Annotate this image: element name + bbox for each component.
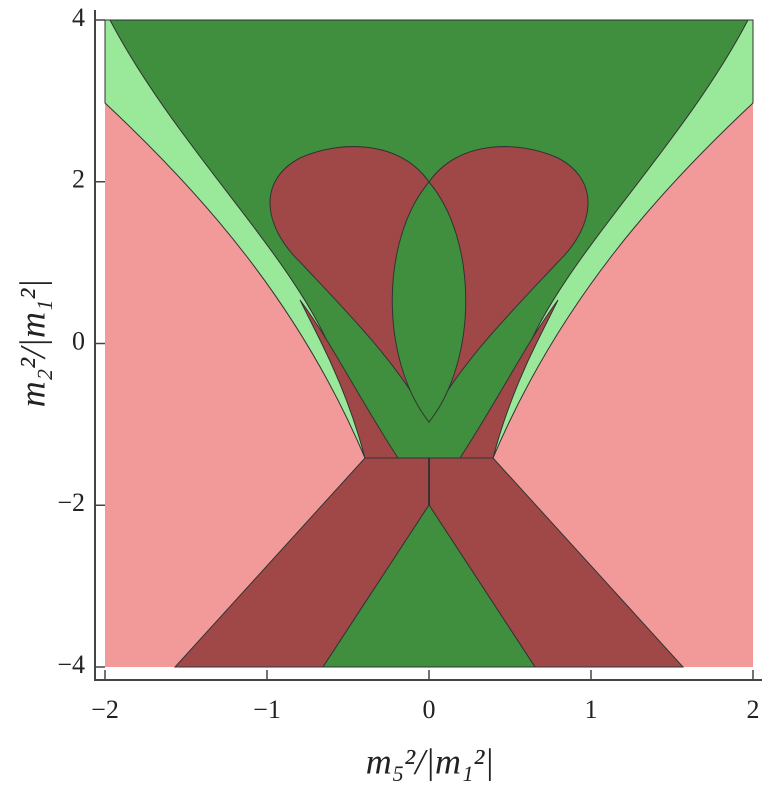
y-tick-label: 2 bbox=[72, 165, 85, 194]
y-axis-title: m₂²/|m₁²| bbox=[12, 279, 52, 407]
x-tick-label: 2 bbox=[747, 695, 760, 724]
regions bbox=[104, 19, 754, 668]
x-tick-label: −1 bbox=[253, 695, 281, 724]
x-axis-title: m₅²/|m₁²| bbox=[366, 741, 494, 781]
lens-region bbox=[391, 181, 467, 423]
green-triangle bbox=[322, 504, 536, 668]
y-tick-label: 4 bbox=[72, 3, 85, 32]
y-tick-label: −2 bbox=[57, 488, 85, 517]
x-tick-label: −2 bbox=[91, 695, 119, 724]
x-tick-label: 1 bbox=[585, 695, 598, 724]
y-tick-label: −4 bbox=[57, 650, 85, 679]
y-tick-label: 0 bbox=[72, 326, 85, 355]
x-tick-label: 0 bbox=[423, 695, 436, 724]
